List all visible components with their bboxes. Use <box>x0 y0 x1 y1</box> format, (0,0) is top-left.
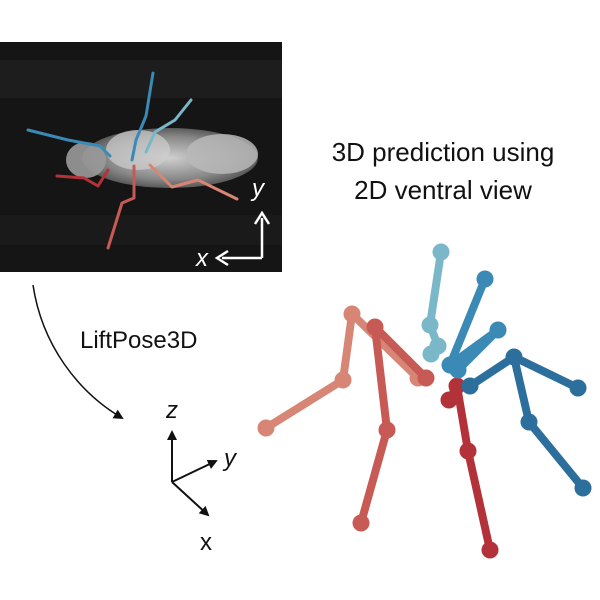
joint <box>432 243 450 261</box>
prediction-title-line1: 3D prediction using <box>332 137 555 167</box>
axis-3d-x <box>171 481 210 517</box>
photo-x-label: x <box>195 245 209 272</box>
photo-band <box>0 215 282 245</box>
joint <box>476 270 494 288</box>
joint <box>461 377 479 395</box>
joint <box>422 345 440 363</box>
joint <box>417 369 435 387</box>
joint <box>459 442 477 460</box>
fly-body <box>66 128 258 188</box>
method-label: LiftPose3D <box>80 327 197 354</box>
axes-3d <box>167 430 218 517</box>
joint <box>489 321 507 339</box>
photo-leg-trace-blue-2 <box>130 71 155 162</box>
photo-leg-trace-mid-red <box>106 164 136 250</box>
joint <box>569 379 587 397</box>
photo-leg-trace-blue-1 <box>26 128 112 158</box>
joint <box>449 361 467 379</box>
joint <box>421 316 439 334</box>
joint <box>574 479 592 497</box>
photo-x-arrowhead <box>214 249 229 267</box>
joint <box>343 305 361 323</box>
skeleton-leg-mid-red <box>352 318 435 532</box>
joint <box>440 391 458 409</box>
axis-3d-y <box>171 459 218 483</box>
photo-y-arrowhead <box>253 210 271 225</box>
skeleton-leg-dark-red <box>440 377 499 559</box>
axis-3d-z-label: z <box>165 397 178 424</box>
joint <box>366 318 384 336</box>
photo-axes <box>214 210 271 267</box>
axis-3d-x-label: x <box>200 529 212 556</box>
fly-photo-panel: y x <box>0 42 282 272</box>
skeleton-leg-light-blue <box>421 243 450 363</box>
skeleton-leg-dark-blue <box>461 348 592 497</box>
joint <box>352 514 370 532</box>
joint <box>378 421 396 439</box>
prediction-title-line2: 2D ventral view <box>354 175 532 205</box>
predicted-skeleton <box>257 243 592 559</box>
joint <box>334 371 352 389</box>
joint <box>481 541 499 559</box>
lift-arrow <box>32 284 124 420</box>
joint <box>257 419 275 437</box>
axis-3d-y-label: y <box>222 445 238 472</box>
photo-leg-trace-light-red <box>148 163 239 201</box>
photo-leg-trace-dark-red <box>55 168 110 188</box>
photo-band <box>0 60 282 98</box>
skeleton-leg-light-red <box>257 305 427 437</box>
photo-leg-trace-light-blue <box>144 98 193 154</box>
joint <box>505 348 523 366</box>
photo-y-label: y <box>250 175 266 202</box>
skeleton-leg-mid-blue <box>441 270 507 379</box>
joint <box>520 413 538 431</box>
